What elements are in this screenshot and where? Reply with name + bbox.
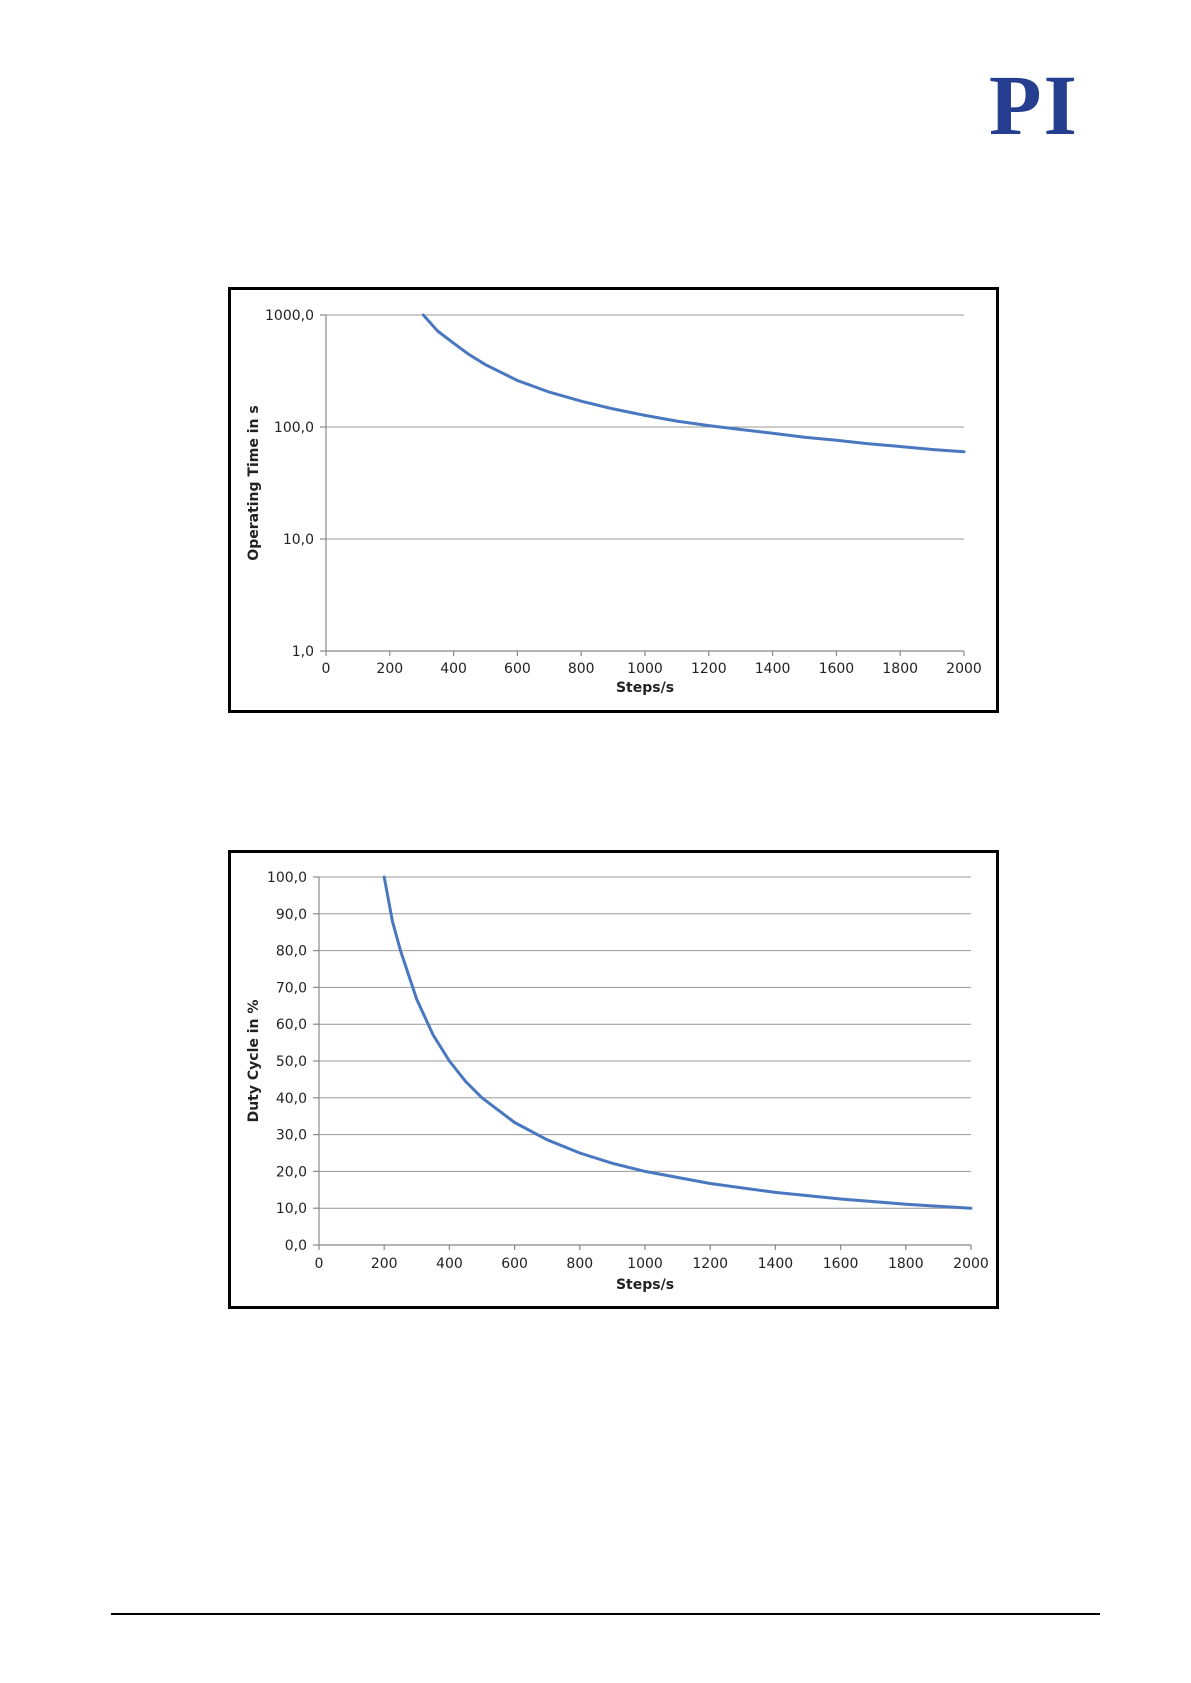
x-tick-label: 1000	[627, 661, 663, 677]
footer-divider	[111, 1613, 1100, 1615]
y-tick-label: 70,0	[276, 980, 307, 996]
x-tick-label: 600	[504, 661, 531, 677]
x-tick-label: 400	[436, 1256, 463, 1272]
y-tick-label: 60,0	[276, 1017, 307, 1033]
x-tick-label: 400	[440, 661, 467, 677]
y-tick-label: 1,0	[292, 644, 314, 660]
x-tick-label: 2000	[946, 661, 982, 677]
x-tick-label: 1800	[882, 661, 918, 677]
y-tick-label: 10,0	[283, 532, 314, 548]
y-tick-label: 90,0	[276, 907, 307, 923]
x-tick-label: 600	[501, 1256, 528, 1272]
y-tick-label: 0,0	[285, 1238, 307, 1254]
y-axis-title: Duty Cycle in %	[246, 1000, 262, 1123]
data-series-line	[382, 875, 973, 1210]
x-tick-label: 0	[315, 1256, 324, 1272]
x-tick-label: 200	[371, 1256, 398, 1272]
x-axis-title: Steps/s	[616, 1277, 674, 1293]
y-tick-label: 100,0	[274, 420, 314, 436]
y-tick-label: 1000,0	[265, 308, 314, 324]
duty-cycle-chart-svg: 0,0 10,0 20,0 30,0 40,0 50,0 60,0 70,0 80,0 90,0 1…	[246, 870, 989, 1293]
y-tick-label: 100,0	[267, 870, 307, 886]
y-tick-label: 10,0	[276, 1201, 307, 1217]
x-tick-label: 1800	[888, 1256, 924, 1272]
x-tick-label: 1000	[627, 1256, 663, 1272]
x-tick-label: 1600	[819, 661, 855, 677]
x-tick-label: 0	[322, 661, 331, 677]
x-tick-label: 1600	[823, 1256, 859, 1272]
operating-time-chart-svg: 1,0 10,0 100,0 1000,0 0 200 400 600 800 1000 1200 1…	[246, 308, 982, 696]
x-axis-title: Steps/s	[616, 680, 674, 696]
x-tick-label: 1200	[691, 661, 727, 677]
y-tick-label: 40,0	[276, 1091, 307, 1107]
data-series-line	[421, 313, 966, 454]
x-tick-label: 1200	[692, 1256, 728, 1272]
y-tick-label: 80,0	[276, 944, 307, 960]
x-tick-label: 200	[376, 661, 403, 677]
y-axis-title: Operating Time in s	[246, 405, 262, 560]
duty-cycle-chart: 0,0 10,0 20,0 30,0 40,0 50,0 60,0 70,0 80,0 90,0 1…	[228, 850, 999, 1309]
x-tick-label: 1400	[758, 1256, 794, 1272]
x-tick-label: 800	[566, 1256, 593, 1272]
x-tick-label: 1400	[755, 661, 791, 677]
x-tick-label: 2000	[953, 1256, 989, 1272]
operating-time-chart: 1,0 10,0 100,0 1000,0 0 200 400 600 800 1000 1200 1…	[228, 287, 999, 713]
y-tick-label: 50,0	[276, 1054, 307, 1070]
y-tick-label: 30,0	[276, 1128, 307, 1144]
x-tick-label: 800	[568, 661, 595, 677]
y-tick-label: 20,0	[276, 1164, 307, 1180]
pi-logo: PI	[989, 57, 1079, 153]
